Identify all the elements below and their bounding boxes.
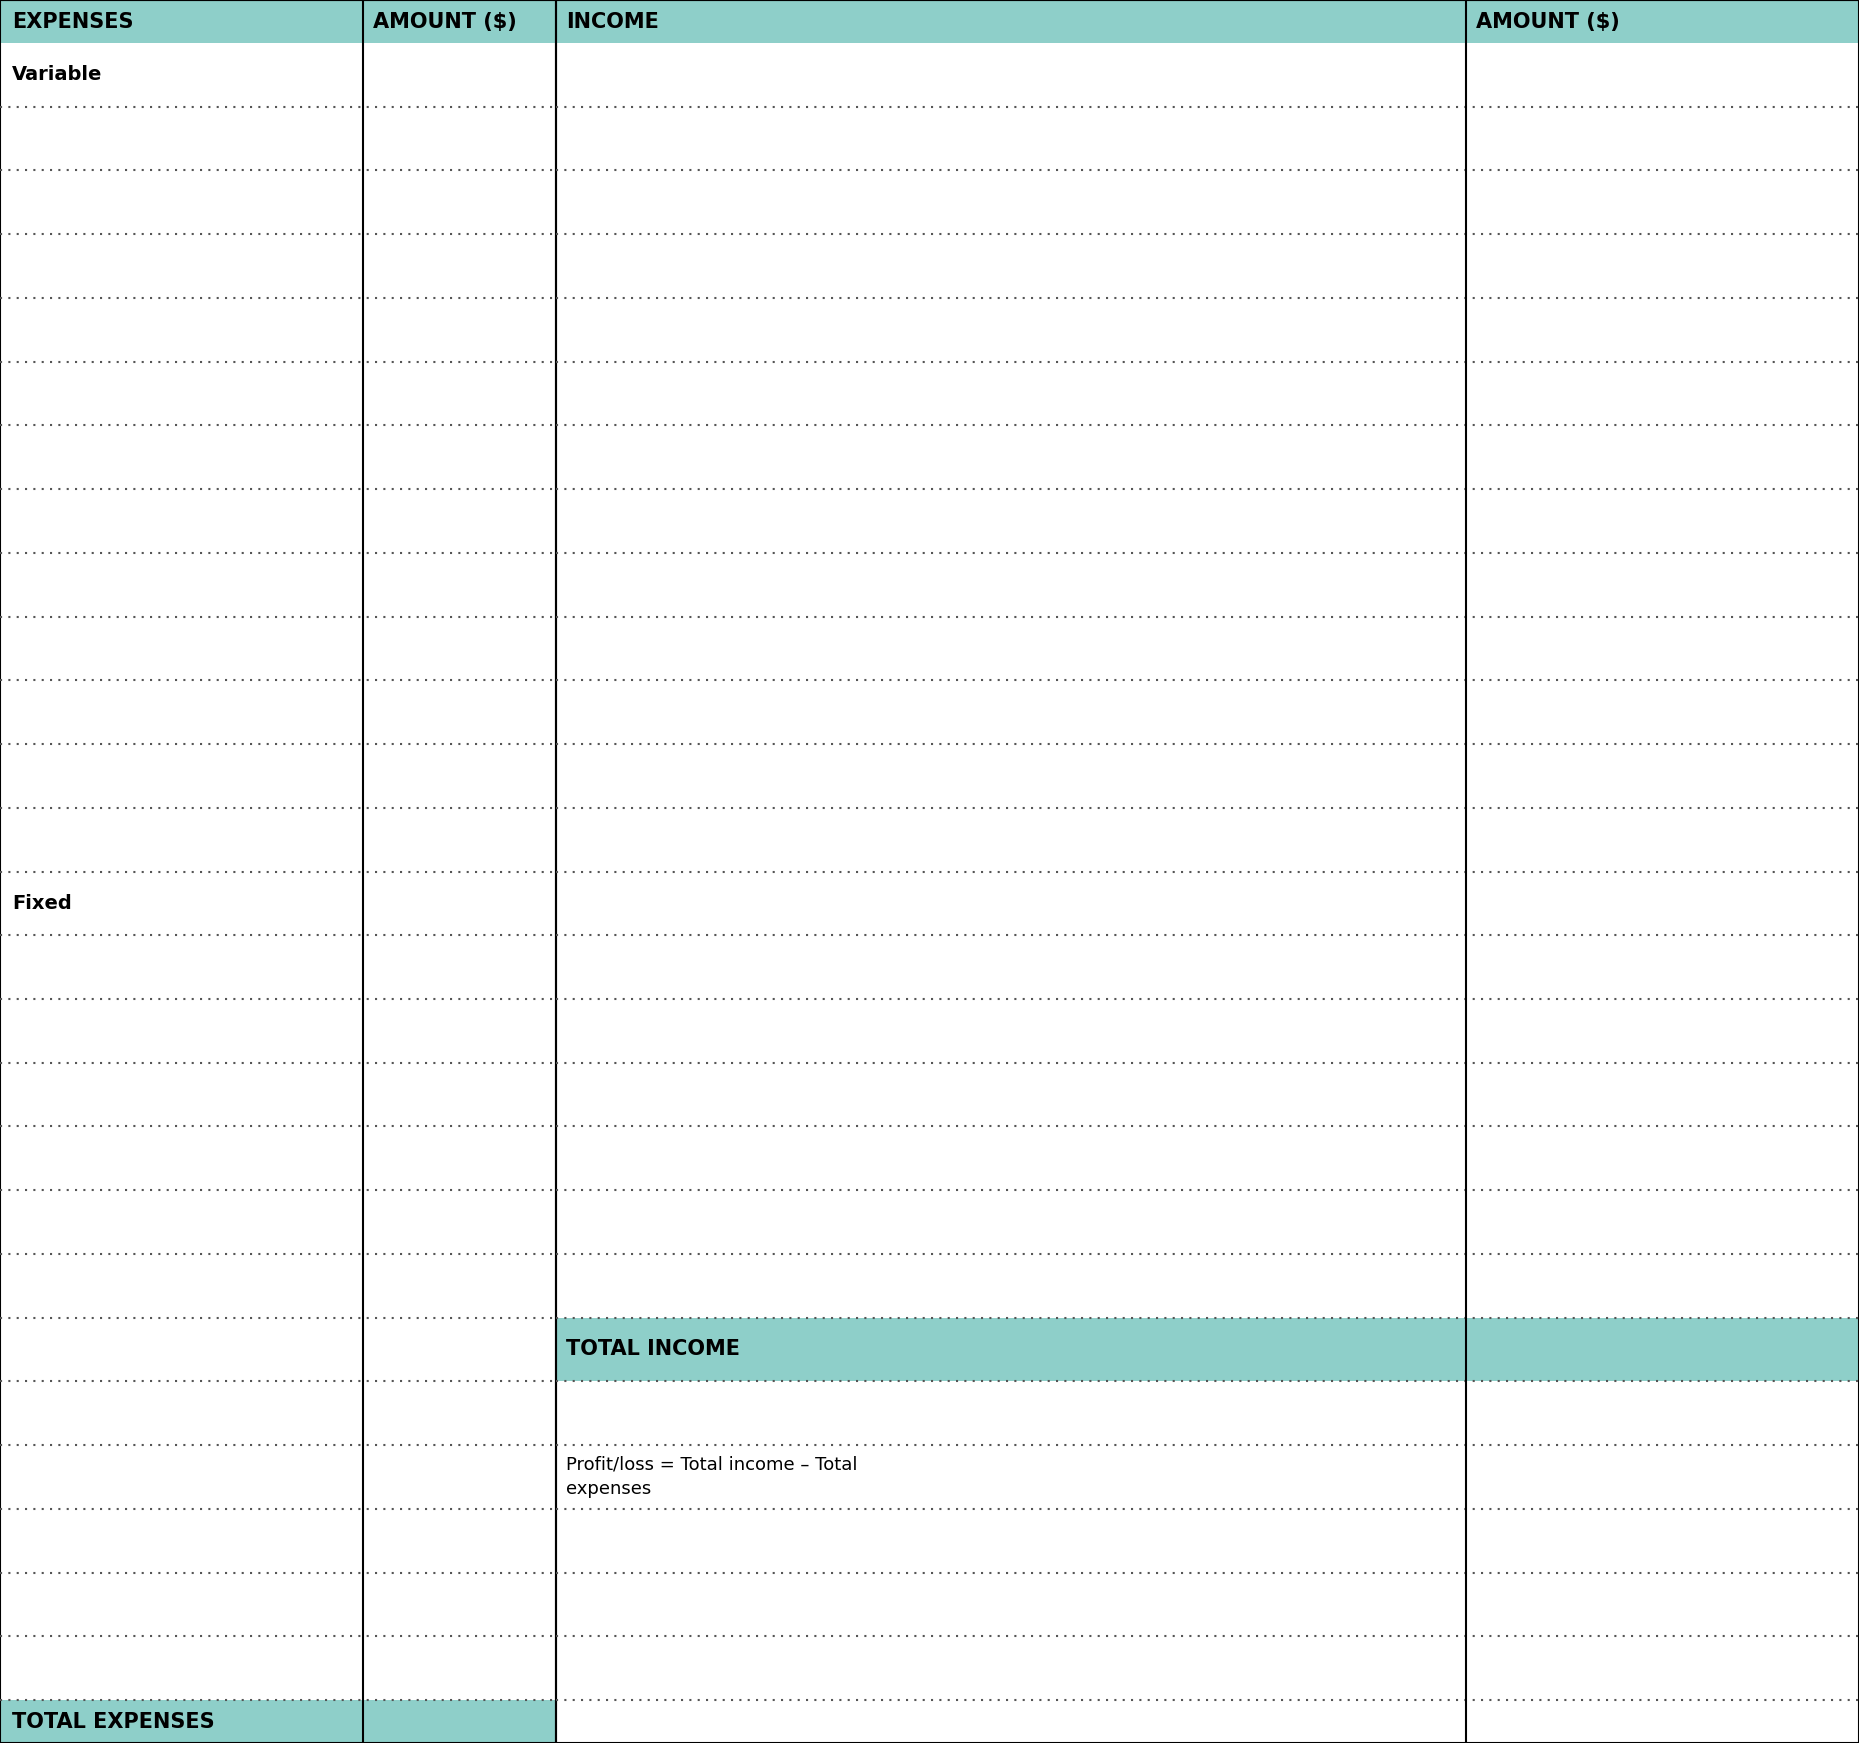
Text: TOTAL INCOME: TOTAL INCOME: [565, 1339, 740, 1360]
Bar: [363, 44, 556, 1699]
Text: EXPENSES: EXPENSES: [11, 12, 134, 31]
Bar: [1467, 44, 1859, 1699]
Bar: [0, 1699, 363, 1743]
Bar: [556, 0, 1467, 44]
Text: Fixed: Fixed: [11, 894, 73, 913]
Text: Variable: Variable: [11, 66, 102, 84]
Bar: [0, 44, 363, 1699]
Bar: [0, 0, 363, 44]
Bar: [1467, 1318, 1859, 1382]
Text: TOTAL EXPENSES: TOTAL EXPENSES: [11, 1712, 214, 1731]
Text: AMOUNT ($): AMOUNT ($): [374, 12, 517, 31]
Text: Profit/loss = Total income – Total
expenses: Profit/loss = Total income – Total expen…: [565, 1455, 857, 1499]
Text: INCOME: INCOME: [565, 12, 658, 31]
Bar: [556, 0, 1859, 1743]
Bar: [363, 0, 556, 44]
Bar: [556, 1318, 1467, 1382]
Text: AMOUNT ($): AMOUNT ($): [1476, 12, 1619, 31]
Bar: [1467, 0, 1859, 44]
Bar: [556, 44, 1467, 1699]
Bar: [363, 1699, 556, 1743]
Bar: [0, 0, 556, 1743]
